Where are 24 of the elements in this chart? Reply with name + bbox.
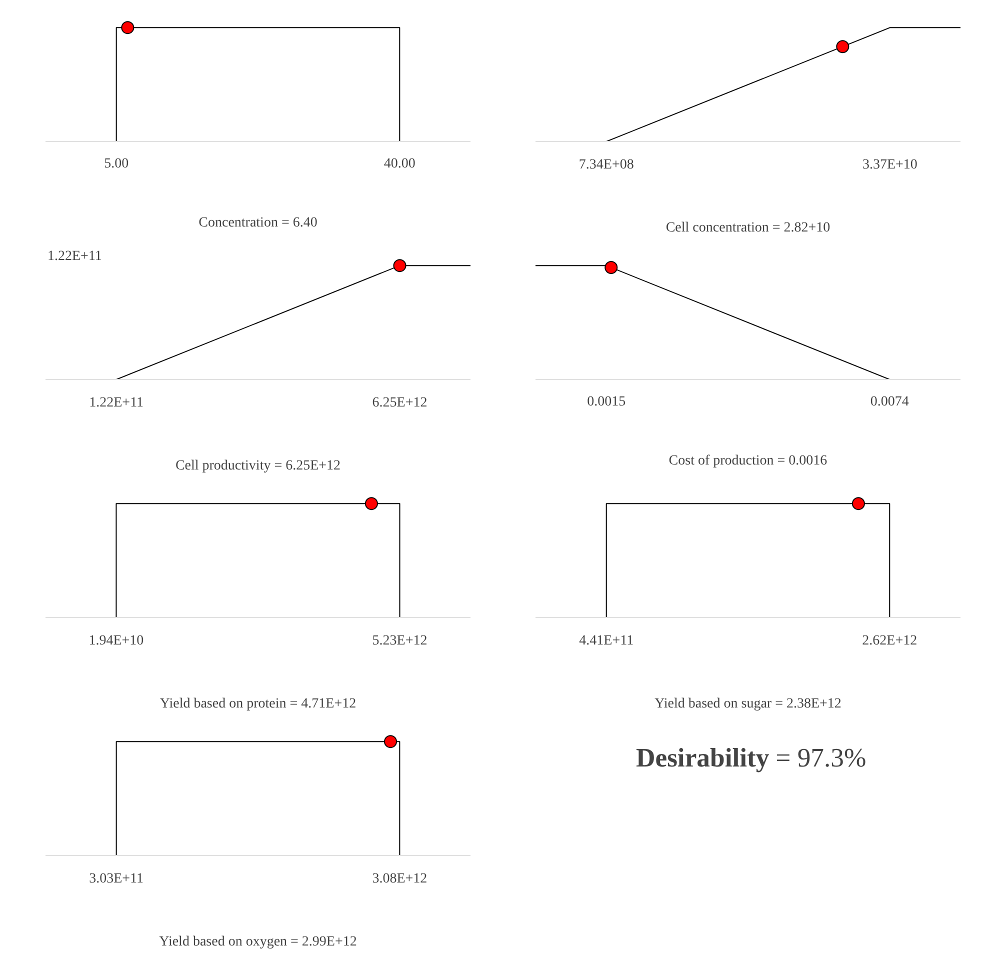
x-tick-label: 1.94E+10: [88, 634, 144, 648]
text: 1.22E+11: [48, 248, 102, 264]
x-tick-label: 1.22E+11: [89, 396, 144, 410]
x-tick-label: 3.08E+12: [372, 872, 428, 886]
text: Desirability: [636, 742, 770, 772]
x-tick-label: 4.41E+11: [579, 634, 634, 648]
x-tick-label: 2.62E+12: [862, 634, 918, 648]
text: = 97.3%: [776, 742, 866, 772]
x-tick-label: 5.00: [104, 156, 129, 172]
x-axis-title: Cell productivity = 6.25E+12: [175, 458, 341, 474]
x-axis-title: Cell concentration = 2.82+10: [666, 220, 830, 236]
x-axis-title: Concentration = 6.40: [198, 216, 318, 230]
x-tick-label: 3.37E+10: [862, 158, 918, 172]
x-tick-label: 0.0074: [870, 394, 909, 410]
x-tick-label: 7.34E+08: [578, 158, 634, 172]
x-axis-title: Yield based on protein = 4.71E+12: [160, 696, 356, 712]
x-tick-label: 3.03E+11: [89, 872, 144, 886]
x-tick-label: 0.0015: [587, 394, 626, 410]
x-tick-label: 6.25E+12: [372, 396, 428, 410]
x-axis-title: Yield based on sugar = 2.38E+12: [654, 696, 842, 712]
x-axis-title: Cost of production = 0.0016: [668, 454, 828, 468]
x-tick-label: 40.00: [384, 156, 416, 172]
x-axis-title: Yield based on oxygen = 2.99E+12: [159, 934, 357, 950]
x-tick-label: 5.23E+12: [372, 634, 428, 648]
